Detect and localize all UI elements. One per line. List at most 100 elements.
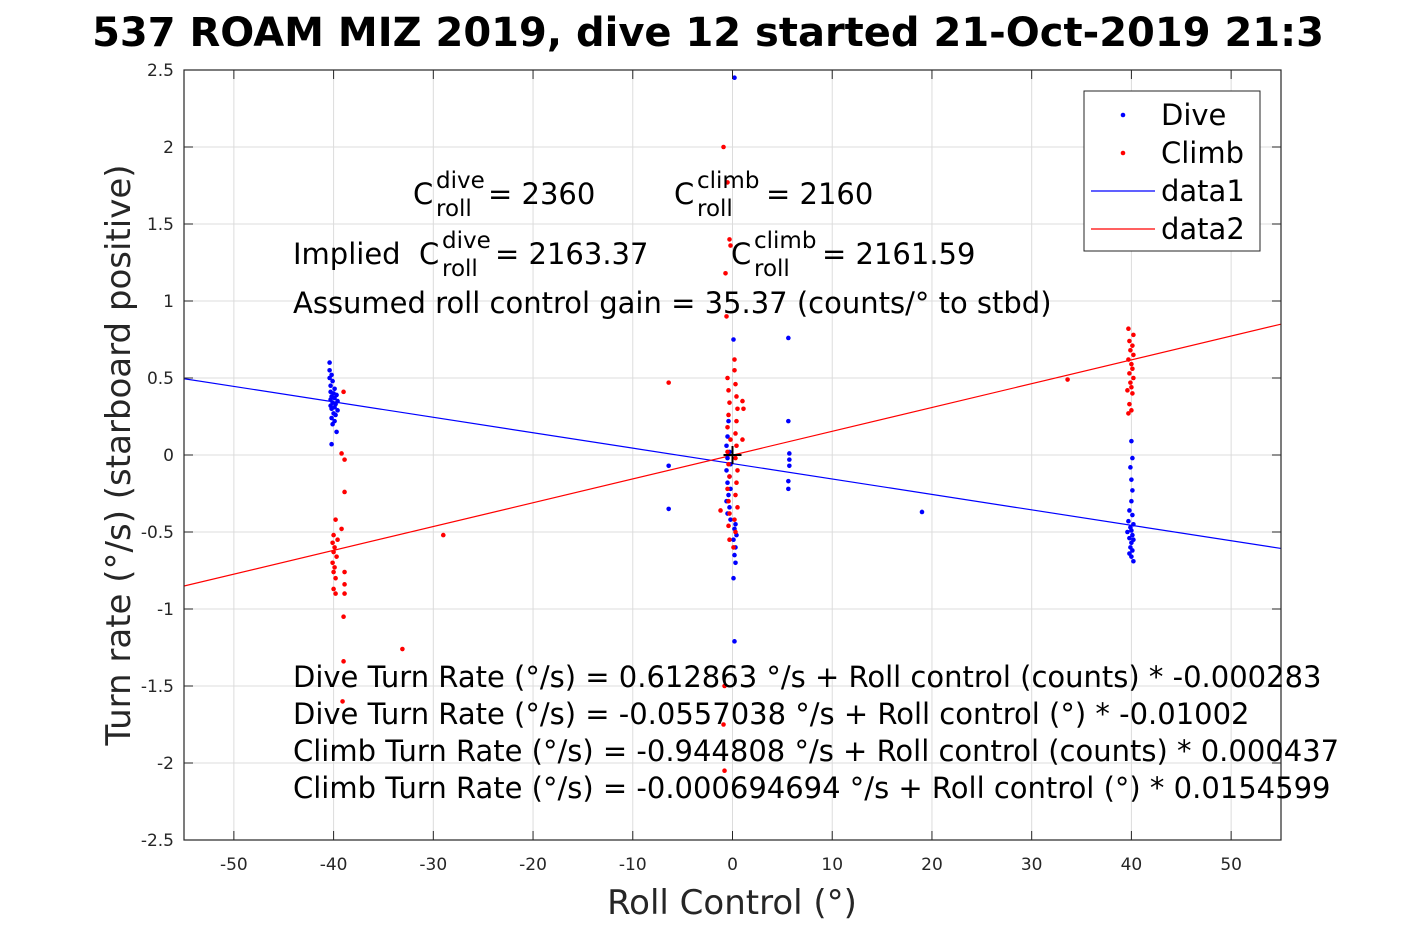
dive-point bbox=[733, 522, 738, 527]
annotation-fit-climb-counts: Climb Turn Rate (°/s) = -0.944808 °/s + … bbox=[293, 734, 1339, 768]
climb-point bbox=[440, 532, 446, 538]
climb-point bbox=[1127, 338, 1132, 344]
dive-point bbox=[1130, 455, 1135, 461]
climb-point bbox=[740, 398, 745, 404]
climb-point bbox=[330, 560, 335, 566]
climb-point bbox=[725, 486, 730, 492]
climb-point bbox=[735, 406, 740, 412]
climb-point bbox=[727, 237, 732, 242]
climb-point bbox=[1130, 391, 1135, 396]
annotation-implied-dive-base: C bbox=[419, 237, 439, 271]
climb-point bbox=[1126, 411, 1131, 416]
center-mark bbox=[723, 446, 742, 464]
climb-point bbox=[341, 614, 346, 619]
annotation-implied-climb-sup: climb bbox=[754, 228, 816, 254]
climb-point bbox=[733, 455, 738, 461]
climb-point bbox=[332, 545, 337, 550]
y-tick-label: -2.5 bbox=[141, 831, 174, 851]
y-tick-label: -1.5 bbox=[141, 677, 174, 697]
climb-point bbox=[726, 412, 731, 418]
climb-point bbox=[1131, 352, 1136, 358]
dive-point bbox=[330, 421, 335, 427]
climb-point bbox=[1131, 375, 1136, 381]
dive-point bbox=[1128, 465, 1133, 470]
dive-point bbox=[919, 509, 925, 515]
dive-point bbox=[724, 468, 729, 473]
legend-box bbox=[1083, 90, 1261, 252]
climb-point bbox=[335, 537, 340, 542]
climb-point bbox=[725, 449, 730, 455]
dive-point bbox=[732, 552, 737, 558]
dive-point bbox=[666, 506, 671, 512]
y-tick-label: 2.5 bbox=[147, 61, 174, 81]
climb-point bbox=[735, 505, 740, 510]
climb-point bbox=[1127, 401, 1132, 407]
dive-point bbox=[731, 337, 736, 342]
dive-point bbox=[786, 335, 791, 341]
climb-point bbox=[333, 591, 338, 596]
climb-point bbox=[721, 722, 726, 727]
climb-point bbox=[332, 565, 337, 570]
annotation-implied-climb: C climb roll = 2161.59 bbox=[731, 228, 975, 282]
climb-point bbox=[342, 457, 347, 462]
annotation-fit-dive-counts: Dive Turn Rate (°/s) = 0.612863 °/s + Ro… bbox=[293, 660, 1321, 694]
y-axis-label: Turn rate (°/s) (starboard positive) bbox=[99, 164, 139, 746]
climb-point bbox=[1129, 384, 1134, 390]
annotation-implied-dive-sub: roll bbox=[442, 256, 478, 282]
annotation-fit-climb-degrees: Climb Turn Rate (°/s) = -0.000694694 °/s… bbox=[293, 771, 1330, 805]
climb-point bbox=[1129, 408, 1134, 413]
dive-point bbox=[787, 457, 792, 462]
dive-point bbox=[733, 560, 738, 566]
x-tick-label: 0 bbox=[727, 855, 738, 875]
climb-point bbox=[726, 498, 731, 504]
climb-point bbox=[342, 489, 347, 495]
annotation-roll-gain: Assumed roll control gain = 35.37 (count… bbox=[293, 286, 1052, 320]
climb-point bbox=[725, 375, 730, 381]
climb-point bbox=[734, 443, 739, 449]
annotation-c-dive-base: C bbox=[413, 177, 433, 211]
dive-point bbox=[1130, 548, 1135, 553]
dive-point bbox=[731, 537, 736, 542]
dive-point bbox=[728, 517, 733, 522]
y-tick-label: 1 bbox=[163, 292, 174, 312]
climb-point bbox=[1130, 343, 1135, 348]
climb-point bbox=[1128, 347, 1133, 353]
dive-point bbox=[329, 406, 334, 412]
climb-point bbox=[400, 646, 405, 652]
climb-point bbox=[331, 586, 336, 592]
x-tick-label: 10 bbox=[821, 855, 843, 875]
scatter-points bbox=[327, 75, 1136, 773]
x-tick-label: 30 bbox=[1021, 855, 1043, 875]
climb-point bbox=[1126, 357, 1131, 362]
climb-point bbox=[728, 243, 733, 248]
dive-point bbox=[726, 492, 731, 498]
dive-point bbox=[334, 429, 339, 435]
climb-point bbox=[334, 554, 339, 559]
legend-marker-climb bbox=[1120, 150, 1126, 156]
annotation-c-climb-base: C bbox=[674, 177, 694, 211]
dive-point bbox=[727, 505, 732, 510]
climb-point bbox=[722, 683, 727, 689]
climb-point bbox=[727, 400, 732, 405]
dive-point bbox=[787, 463, 792, 469]
annotation-implied-dive: Implied C dive roll = 2163.37 bbox=[293, 228, 648, 282]
dive-point bbox=[1129, 438, 1134, 444]
climb-point bbox=[732, 357, 737, 362]
legend-marker-dive bbox=[1120, 112, 1126, 118]
y-tick-label: -1 bbox=[157, 600, 174, 620]
annotation-fit-dive-degrees: Dive Turn Rate (°/s) = -0.0557038 °/s + … bbox=[293, 697, 1250, 731]
x-tick-label: -30 bbox=[419, 855, 447, 875]
dive-point bbox=[327, 368, 332, 373]
climb-point bbox=[727, 474, 732, 479]
dive-point bbox=[732, 75, 737, 80]
legend: Dive Climb data1 data2 bbox=[1083, 90, 1261, 252]
dive-point bbox=[1129, 528, 1134, 533]
x-tick-label: -20 bbox=[519, 855, 547, 875]
annotation-implied-climb-base: C bbox=[731, 237, 751, 271]
climb-point bbox=[718, 508, 723, 513]
dive-point bbox=[1129, 540, 1134, 546]
dive-point bbox=[1126, 518, 1131, 524]
annotation-implied-climb-value: = 2161.59 bbox=[822, 237, 975, 271]
dive-point bbox=[327, 375, 332, 381]
